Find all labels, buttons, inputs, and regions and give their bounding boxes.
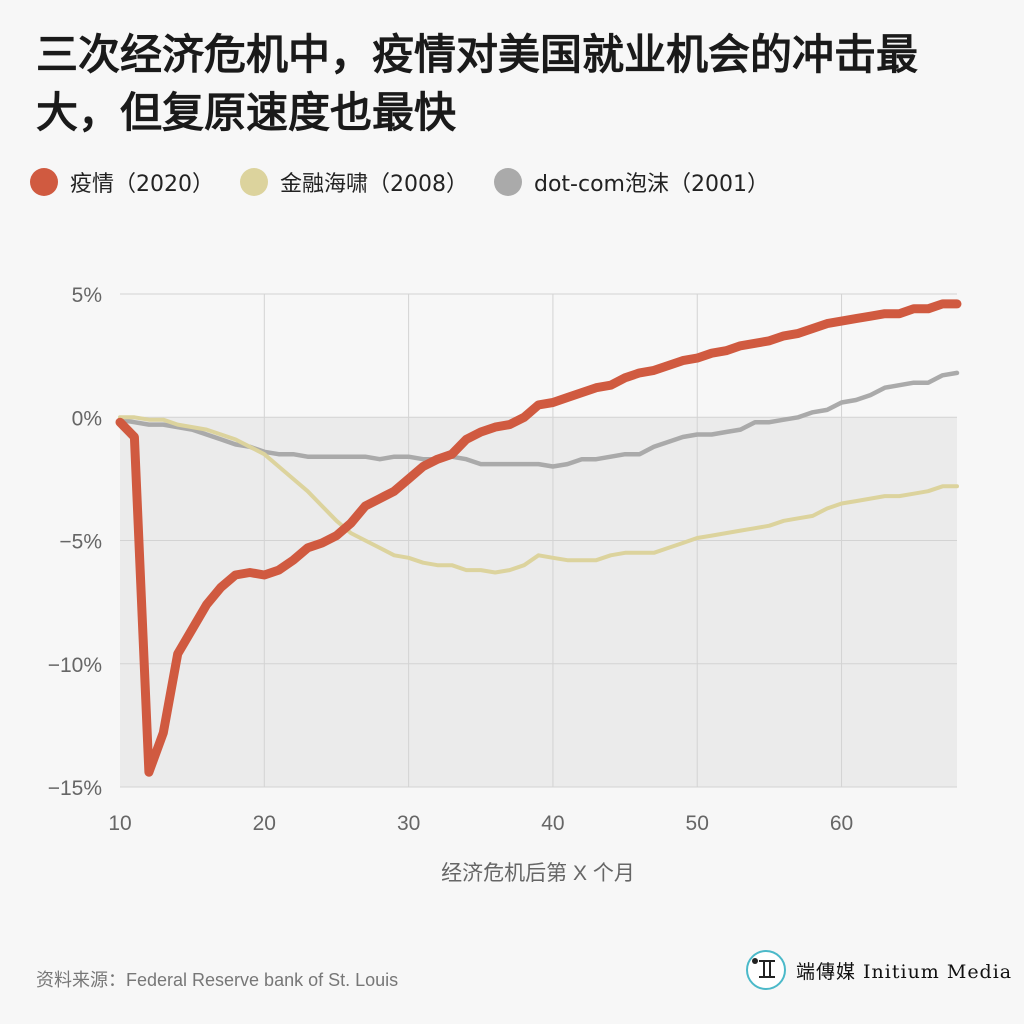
negative-region-shading — [120, 417, 957, 787]
y-tick-label: −5% — [59, 531, 102, 554]
legend-swatch-dotcom — [494, 168, 522, 196]
legend-item-financial-crisis: 金融海啸（2008） — [240, 166, 468, 198]
series-line-1 — [118, 415, 959, 575]
y-tick-label: −15% — [48, 777, 102, 800]
series-line-0 — [115, 299, 962, 777]
legend-label-dotcom: dot-com泡沫（2001） — [534, 172, 769, 197]
y-tick-label: 0% — [72, 407, 102, 430]
chart-title: 三次经济危机中，疫情对美国就业机会的冲击最大，但复原速度也最快 — [36, 30, 919, 137]
x-tick-label: 40 — [541, 812, 564, 835]
logo-text: 端傳媒 Initium Media — [796, 960, 1013, 983]
legend: 疫情（2020） 金融海啸（2008） dot-com泡沫（2001） — [30, 166, 769, 198]
legend-swatch-pandemic — [30, 168, 58, 196]
y-tick-label: −10% — [48, 654, 102, 677]
series-layer — [115, 299, 962, 777]
legend-item-pandemic: 疫情（2020） — [30, 166, 214, 198]
x-tick-label: 10 — [108, 812, 131, 835]
source-note: 资料来源：Federal Reserve bank of St. Louis — [36, 970, 399, 990]
initium-logo-icon — [746, 950, 786, 990]
x-tick-label: 60 — [830, 812, 853, 835]
x-axis-label: 经济危机后第 X 个月 — [441, 862, 635, 885]
x-tick-label: 30 — [397, 812, 420, 835]
gridlines — [120, 293, 957, 788]
x-tick-label: 50 — [686, 812, 709, 835]
y-tick-label: 5% — [72, 284, 102, 307]
legend-label-pandemic: 疫情（2020） — [70, 172, 214, 197]
publisher-logo: 端傳媒 Initium Media — [746, 950, 1012, 990]
legend-swatch-financial-crisis — [240, 168, 268, 196]
legend-item-dotcom: dot-com泡沫（2001） — [494, 166, 769, 198]
x-tick-label: 20 — [253, 812, 276, 835]
tick-labels: 5% 0% −5% −10% −15% 10 20 30 40 50 60 — [48, 284, 854, 835]
legend-label-financial-crisis: 金融海啸（2008） — [280, 172, 468, 197]
